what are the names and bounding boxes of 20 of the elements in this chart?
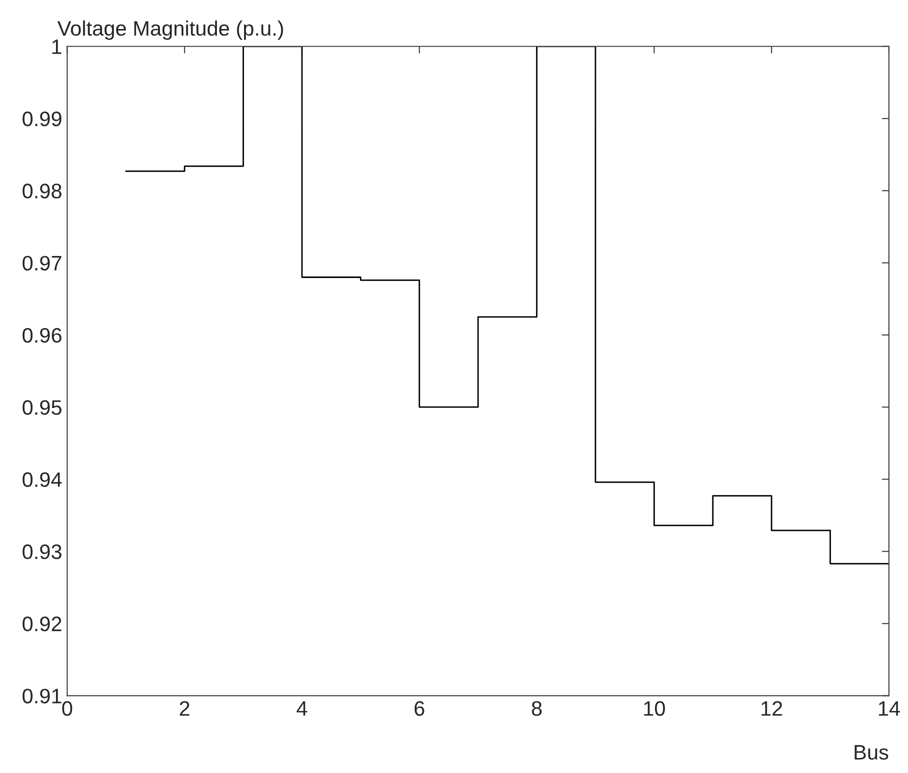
y-tick-label: 0.99	[22, 112, 62, 126]
y-axis-title: Voltage Magnitude (p.u.)	[57, 20, 284, 40]
x-tick-label: 0	[62, 701, 72, 716]
y-tick-label: 0.96	[22, 328, 62, 343]
y-tick-label: 0.94	[22, 472, 62, 488]
x-tick-label: 2	[180, 701, 190, 716]
y-tick-label: 0.93	[22, 544, 62, 560]
y-tick-label: 0.98	[22, 184, 62, 198]
y-tick-label: 0.97	[22, 256, 62, 271]
y-tick-label: 0.91	[22, 688, 62, 704]
x-tick-label: 6	[414, 701, 424, 716]
y-tick-label: 1	[52, 40, 62, 54]
y-tick-label: 0.95	[22, 400, 62, 415]
x-axis-title: Bus	[854, 745, 888, 760]
x-tick-label: 8	[532, 701, 542, 716]
x-tick-label: 12	[762, 701, 782, 716]
y-tick-label: 0.92	[22, 616, 62, 632]
x-tick-label: 4	[296, 701, 308, 716]
x-tick-label: 10	[644, 701, 665, 716]
x-tick-label: 14	[878, 701, 900, 716]
